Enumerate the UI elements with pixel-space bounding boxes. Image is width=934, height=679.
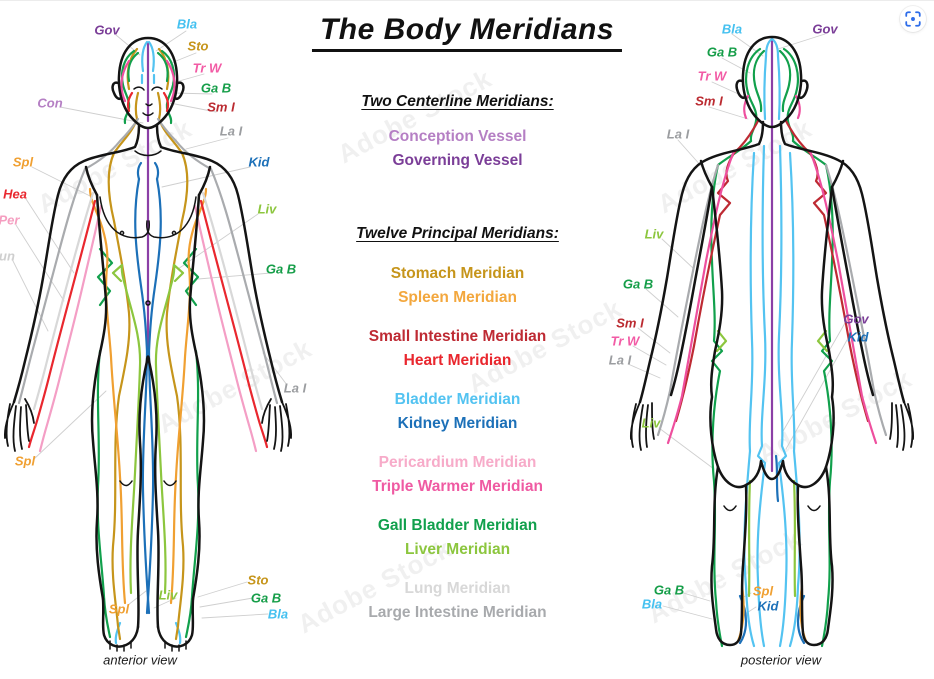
bladder-meridian-line	[743, 37, 801, 648]
posterior-body-outline	[629, 35, 915, 647]
legend-item-heart-meridian: Heart Meridian	[403, 352, 512, 369]
meridian-label-bla: Bla	[641, 596, 663, 612]
centerline-list: Conception Vessel Governing Vessel	[339, 125, 576, 173]
meridian-label-bla: Bla	[721, 21, 743, 37]
meridian-label-hea: Hea	[3, 186, 27, 202]
legend-item-small-intestine-meridian: Small Intestine Meridian	[368, 328, 547, 345]
anterior-figure-illustration	[3, 30, 293, 652]
legend-group: Small Intestine Meridian Heart Meridian	[339, 325, 576, 373]
meridian-label-tr-w: Tr W	[192, 60, 222, 76]
liver-meridian-line	[111, 263, 185, 595]
meridian-label-liv: Liv	[257, 201, 277, 217]
legend-group: Pericardium Meridian Triple Warmer Meridi…	[339, 451, 576, 499]
meridian-label-la-i: La I	[608, 352, 632, 368]
legend-item-triple-warmer-meridian: Triple Warmer Meridian	[372, 478, 543, 495]
spleen-meridian-line	[88, 187, 208, 605]
legend-group: Stomach Meridian Spleen Meridian	[339, 262, 576, 310]
meridian-label-sm-i: Sm I	[695, 93, 723, 109]
gall-bladder-meridian-line	[96, 49, 200, 639]
legend-item-kidney-meridian: Kidney Meridian	[397, 415, 518, 432]
triple-warmer-meridian-line	[666, 94, 878, 445]
liver-meridian-line	[715, 329, 829, 598]
legend-item-pericardium-meridian: Pericardium Meridian	[378, 454, 537, 471]
triple-warmer-meridian-line	[120, 59, 176, 103]
legend-item-stomach-meridian: Stomach Meridian	[390, 265, 525, 282]
meridian-label-bla: Bla	[176, 16, 198, 32]
anterior-body-outline	[3, 36, 293, 652]
meridian-label-la-i: La I	[219, 123, 243, 139]
meridian-label-ga-b: Ga B	[706, 44, 738, 60]
meridian-label-ga-b: Ga B	[200, 80, 232, 96]
meridian-label-gov: Gov	[843, 311, 869, 327]
meridian-label-con: Con	[37, 95, 63, 111]
principal-heading: Twelve Principal Meridians:	[356, 225, 559, 242]
meridian-label-ga-b: Ga B	[653, 582, 685, 598]
meridian-label-kid: Kid	[248, 154, 270, 170]
meridian-label-spl: Spl	[108, 601, 130, 617]
legend-item-large-intestine-meridian: Large Intestine Meridian	[368, 604, 547, 621]
meridian-label-spl: Spl	[12, 154, 34, 170]
legend-item-lung-meridian: Lung Meridian	[404, 580, 511, 597]
large-intestine-meridian-line	[656, 163, 888, 437]
meridian-label-un: un	[0, 248, 15, 264]
principal-groups: Stomach Meridian Spleen Meridian Small Int…	[339, 262, 576, 625]
visual-search-button[interactable]	[900, 6, 926, 32]
anterior-view-caption: anterior view	[103, 652, 177, 668]
meridian-label-bla: Bla	[267, 606, 289, 622]
legend-group: Lung Meridian Large Intestine Meridian	[339, 577, 576, 625]
meridian-label-gov: Gov	[94, 22, 120, 38]
meridian-label-ga-b: Ga B	[250, 590, 282, 606]
meridian-label-kid: Kid	[847, 329, 869, 345]
meridian-label-liv: Liv	[641, 415, 661, 431]
meridian-label-sto: Sto	[187, 38, 209, 54]
posterior-view-caption: posterior view	[740, 652, 822, 668]
legend-group: Bladder Meridian Kidney Meridian	[339, 388, 576, 436]
legend-item-governing-vessel: Governing Vessel	[392, 152, 523, 169]
centerline-heading: Two Centerline Meridians:	[361, 93, 554, 110]
legend-item-conception-vessel: Conception Vessel	[388, 128, 527, 145]
pericardium-meridian-line	[38, 204, 258, 453]
lung-meridian-line	[32, 191, 264, 411]
legend-item-spleen-meridian: Spleen Meridian	[398, 289, 517, 306]
meridian-label-kid: Kid	[757, 598, 779, 614]
legend-item-gall-bladder-meridian: Gall Bladder Meridian	[377, 517, 538, 534]
meridian-label-ga-b: Ga B	[622, 276, 654, 292]
page-title: The Body Meridians	[311, 13, 623, 52]
meridian-label-spl: Spl	[752, 583, 774, 599]
meridian-label-liv: Liv	[644, 226, 664, 242]
bladder-meridian-line	[114, 40, 182, 645]
meridian-label-liv: Liv	[158, 587, 178, 603]
anterior-leader-lines	[11, 30, 288, 619]
meridian-label-la-i: La I	[283, 380, 307, 396]
posterior-figure-illustration	[627, 33, 915, 648]
visual-search-icon	[904, 10, 922, 28]
meridian-label-ga-b: Ga B	[265, 261, 297, 277]
legend-panel: Two Centerline Meridians: Conception Ves…	[339, 93, 576, 625]
meridian-label-tr-w: Tr W	[610, 333, 640, 349]
posterior-leader-lines	[627, 33, 848, 620]
meridian-label-sm-i: Sm I	[616, 315, 644, 331]
meridian-label-tr-w: Tr W	[697, 68, 727, 84]
heart-meridian-line	[27, 91, 269, 449]
meridian-label-sm-i: Sm I	[207, 99, 235, 115]
meridian-label-per: Per	[0, 212, 20, 228]
meridian-label-sto: Sto	[247, 572, 269, 588]
legend-item-liver-meridian: Liver Meridian	[404, 541, 511, 558]
meridian-label-spl: Spl	[14, 453, 36, 469]
large-intestine-meridian-line	[17, 117, 279, 405]
legend-group: Gall Bladder Meridian Liver Meridian	[339, 514, 576, 562]
meridian-label-gov: Gov	[812, 21, 838, 37]
legend-item-bladder-meridian: Bladder Meridian	[394, 391, 521, 408]
meridian-label-la-i: La I	[666, 126, 690, 142]
